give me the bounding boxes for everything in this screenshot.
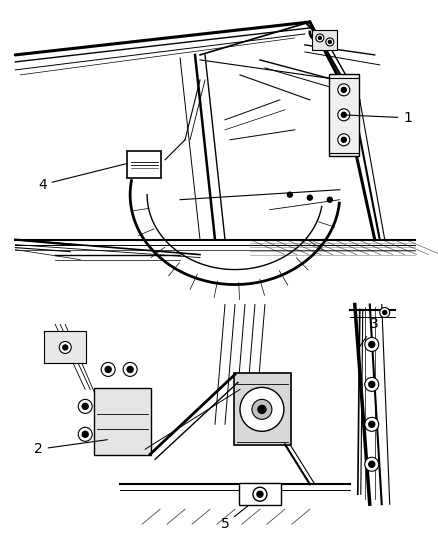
Bar [5, 295, 434, 529]
Circle shape [338, 109, 350, 121]
FancyBboxPatch shape [329, 74, 359, 156]
Circle shape [365, 417, 379, 431]
Circle shape [318, 36, 321, 39]
Text: 2: 2 [34, 440, 107, 456]
Circle shape [383, 311, 387, 314]
Circle shape [257, 491, 263, 497]
Circle shape [341, 112, 346, 117]
Circle shape [59, 342, 71, 353]
Circle shape [369, 382, 375, 387]
Text: 4: 4 [38, 164, 127, 192]
Circle shape [127, 366, 133, 373]
Circle shape [253, 487, 267, 501]
Circle shape [258, 406, 266, 414]
Circle shape [252, 399, 272, 419]
Circle shape [327, 197, 332, 202]
Circle shape [341, 138, 346, 142]
Circle shape [365, 377, 379, 391]
Circle shape [365, 457, 379, 471]
Circle shape [365, 337, 379, 351]
Circle shape [123, 362, 137, 376]
Circle shape [369, 342, 375, 348]
Circle shape [78, 399, 92, 414]
Circle shape [287, 192, 293, 197]
FancyBboxPatch shape [127, 151, 161, 177]
Circle shape [369, 461, 375, 467]
Circle shape [307, 195, 312, 200]
Circle shape [338, 84, 350, 96]
Circle shape [341, 87, 346, 92]
Text: 5: 5 [221, 506, 248, 531]
Bar [312, 30, 337, 50]
Circle shape [63, 345, 68, 350]
Text: 3: 3 [359, 318, 379, 347]
Circle shape [316, 34, 324, 42]
Circle shape [105, 366, 111, 373]
FancyBboxPatch shape [234, 374, 291, 445]
FancyBboxPatch shape [44, 332, 86, 364]
Circle shape [369, 421, 375, 427]
Circle shape [380, 308, 390, 318]
Circle shape [82, 431, 88, 437]
Circle shape [101, 362, 115, 376]
FancyBboxPatch shape [94, 389, 151, 455]
Circle shape [78, 427, 92, 441]
Circle shape [240, 387, 284, 431]
Circle shape [328, 41, 331, 43]
Circle shape [338, 134, 350, 146]
Bar [5, 15, 420, 260]
FancyBboxPatch shape [239, 483, 281, 505]
Text: 1: 1 [345, 111, 412, 125]
Circle shape [326, 38, 334, 46]
Circle shape [82, 403, 88, 409]
